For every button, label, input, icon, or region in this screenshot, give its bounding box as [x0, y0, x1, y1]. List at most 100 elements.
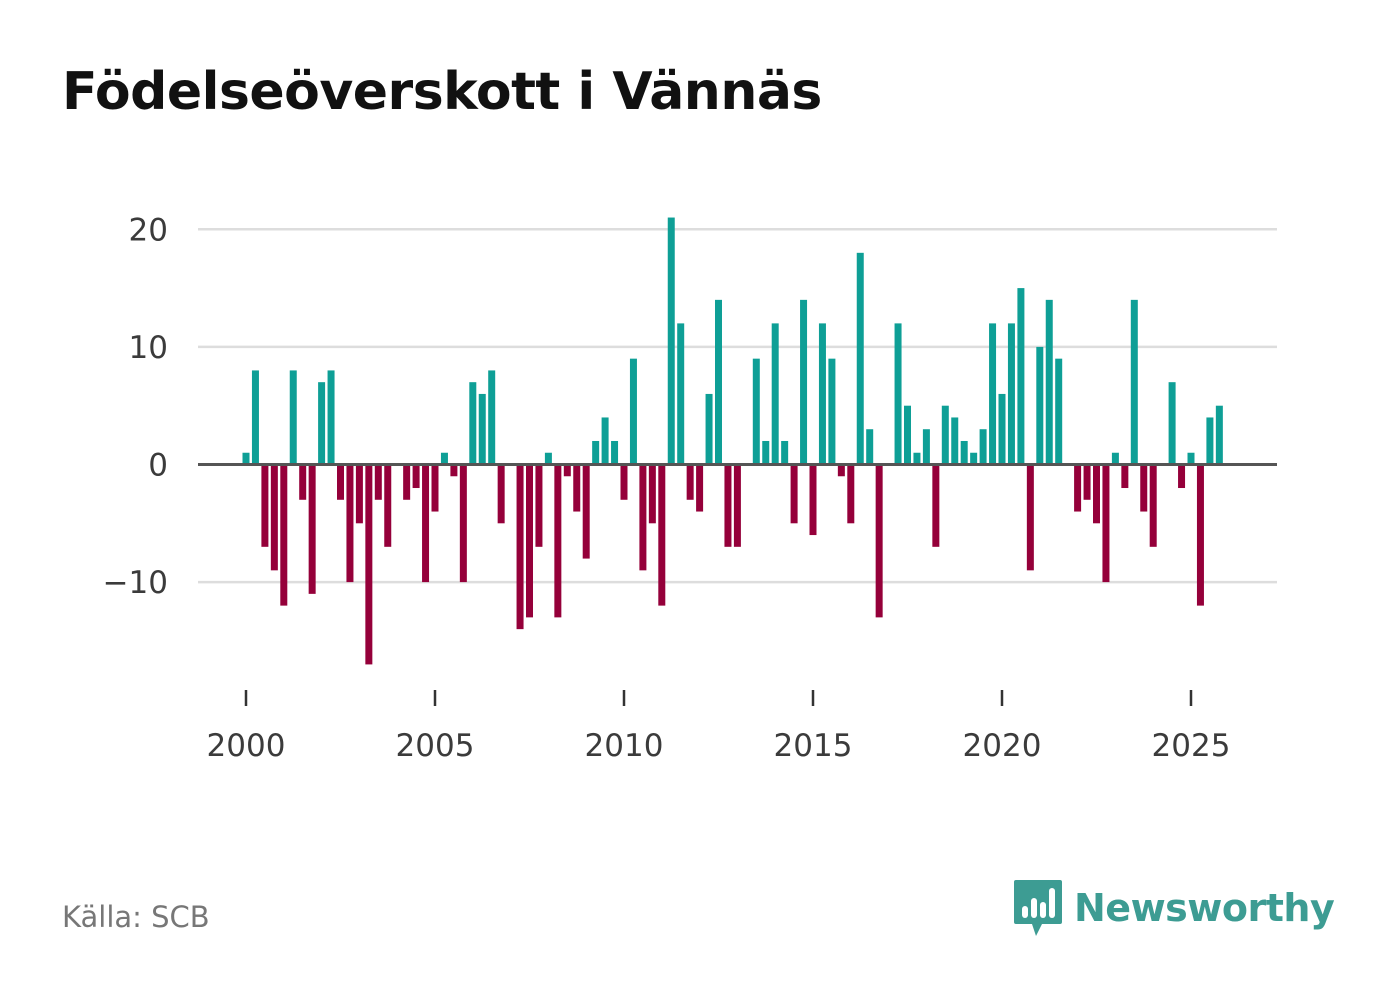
bar-positive — [592, 440, 600, 465]
bar-positive — [762, 440, 770, 465]
bar-negative — [365, 464, 373, 665]
bar-negative — [403, 464, 411, 500]
x-tick-label: 2020 — [963, 728, 1042, 764]
bar-negative — [299, 464, 307, 500]
bar-negative — [1026, 464, 1034, 571]
grid-lines — [198, 228, 1277, 584]
bar-negative — [459, 464, 467, 583]
bar-negative — [582, 464, 590, 559]
bar-positive — [1215, 405, 1223, 465]
bar-negative — [1196, 464, 1204, 606]
bar-negative — [422, 464, 430, 583]
bar-negative — [875, 464, 883, 618]
axis: −10 0 10 20 2000 2005 2010 2015 2020 2025 — [103, 212, 1277, 764]
bar-positive — [941, 405, 949, 465]
bar-negative — [790, 464, 798, 524]
bar-positive — [1187, 452, 1195, 465]
bar-positive — [544, 452, 552, 465]
x-tick-label: 2025 — [1152, 728, 1231, 764]
bar-positive — [771, 323, 779, 465]
bar-negative — [497, 464, 505, 524]
bar-negative — [384, 464, 392, 547]
x-tick-label: 2015 — [774, 728, 853, 764]
bar-positive — [677, 323, 685, 465]
brand-logo: Newsworthy — [1012, 878, 1335, 938]
x-tick-label: 2005 — [396, 728, 475, 764]
bar-positive — [998, 393, 1006, 465]
bar-negative — [1140, 464, 1148, 512]
bar-positive — [989, 323, 997, 465]
bar-positive — [327, 370, 335, 465]
y-tick-label: 10 — [129, 330, 168, 366]
bar-positive — [629, 358, 637, 465]
bar-positive — [440, 452, 448, 465]
bar-positive — [1111, 452, 1119, 465]
bar-positive — [960, 440, 968, 465]
bar-negative — [639, 464, 647, 571]
bar-negative — [1149, 464, 1157, 547]
bar-positive — [601, 417, 609, 465]
bar-negative — [516, 464, 524, 630]
bar-negative — [450, 464, 458, 477]
bar-positive — [866, 429, 874, 465]
bar-positive — [667, 217, 675, 465]
bar-positive — [951, 417, 959, 465]
bar-chart: −10 0 10 20 2000 2005 2010 2015 2020 2025 — [103, 212, 1277, 764]
bar-negative — [1121, 464, 1129, 489]
bar-negative — [837, 464, 845, 477]
bar-negative — [431, 464, 439, 512]
bar-positive — [970, 452, 978, 465]
bar-negative — [809, 464, 817, 536]
bar-positive — [705, 393, 713, 465]
bar-positive — [800, 299, 808, 465]
bar-negative — [620, 464, 628, 500]
bar-negative — [412, 464, 420, 489]
brand-name: Newsworthy — [1074, 886, 1335, 930]
bar-positive — [488, 370, 496, 465]
bar-positive — [242, 452, 250, 465]
bar-negative — [724, 464, 732, 547]
chart-title: Födelseöverskott i Vännäs — [62, 62, 822, 122]
bar-negative — [1178, 464, 1186, 489]
bar-negative — [346, 464, 354, 583]
bar-negative — [1083, 464, 1091, 500]
bar-negative — [932, 464, 940, 547]
bar-positive — [715, 299, 722, 465]
bar-negative — [1093, 464, 1100, 524]
bar-negative — [280, 464, 288, 606]
bar-negative — [374, 464, 382, 500]
bar-positive — [979, 429, 987, 465]
bar-negative — [535, 464, 543, 547]
bar-negative — [337, 464, 344, 500]
bar-negative — [270, 464, 278, 571]
bar-positive — [318, 382, 326, 465]
bar-negative — [733, 464, 741, 547]
bar-positive — [289, 370, 297, 465]
bar-positive — [922, 429, 930, 465]
bar-positive — [478, 393, 486, 465]
bar-positive — [818, 323, 826, 465]
bar-positive — [856, 252, 864, 465]
newsworthy-logo-icon — [1014, 880, 1062, 936]
bar-negative — [563, 464, 571, 477]
y-tick-label: 0 — [148, 448, 168, 484]
bar-negative — [554, 464, 562, 618]
bar-positive — [1017, 288, 1025, 465]
bar-negative — [658, 464, 666, 606]
bar-positive — [1045, 299, 1053, 465]
bar-positive — [611, 440, 619, 465]
x-tick-label: 2000 — [207, 728, 286, 764]
source-note: Källa: SCB — [62, 900, 210, 934]
bar-negative — [696, 464, 704, 512]
bar-positive — [904, 405, 911, 465]
bar-positive — [251, 370, 259, 465]
bar-negative — [648, 464, 656, 524]
bar-positive — [894, 323, 902, 465]
bar-positive — [1036, 346, 1044, 465]
y-tick-label: 20 — [129, 212, 168, 248]
bar-negative — [355, 464, 363, 524]
bar-negative — [686, 464, 694, 500]
y-tick-label: −10 — [103, 565, 168, 601]
bar-negative — [526, 464, 533, 618]
bar-positive — [781, 440, 789, 465]
